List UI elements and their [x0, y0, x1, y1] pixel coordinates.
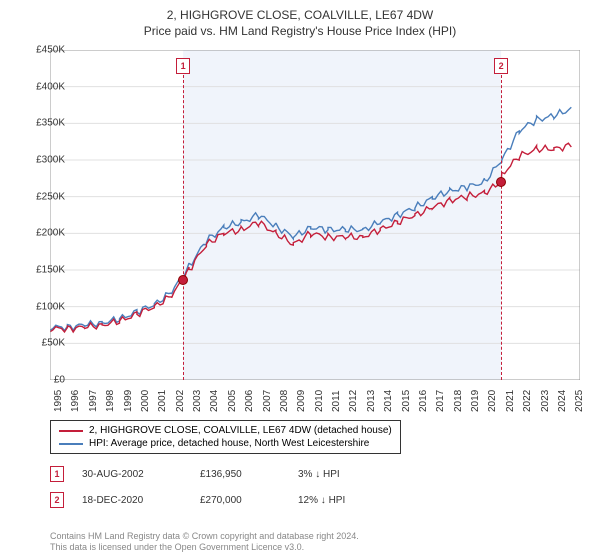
y-tick-label: £250K	[25, 191, 65, 202]
x-tick-label: 1996	[70, 390, 81, 412]
x-tick-label: 2001	[157, 390, 168, 412]
x-tick-label: 2003	[192, 390, 203, 412]
x-tick-label: 2002	[175, 390, 186, 412]
x-tick-label: 2017	[435, 390, 446, 412]
y-tick-label: £300K	[25, 155, 65, 166]
footer-line: This data is licensed under the Open Gov…	[50, 542, 359, 554]
x-tick-label: 2025	[574, 390, 585, 412]
legend-item: 2, HIGHGROVE CLOSE, COALVILLE, LE67 4DW …	[59, 424, 392, 437]
marker-dot-icon	[178, 275, 188, 285]
y-tick-label: £50K	[25, 338, 65, 349]
y-tick-label: £150K	[25, 265, 65, 276]
legend-item: HPI: Average price, detached house, Nort…	[59, 437, 392, 450]
footer-line: Contains HM Land Registry data © Crown c…	[50, 531, 359, 543]
x-tick-label: 2024	[557, 390, 568, 412]
x-tick-label: 2009	[296, 390, 307, 412]
x-tick-label: 1999	[123, 390, 134, 412]
marker-number-box: 1	[176, 58, 190, 74]
marker-dashed-line	[501, 75, 502, 380]
legend-swatch	[59, 443, 83, 445]
x-tick-label: 2004	[209, 390, 220, 412]
x-tick-label: 2011	[331, 390, 342, 412]
x-tick-label: 2023	[540, 390, 551, 412]
legend-swatch	[59, 430, 83, 432]
sale-price: £270,000	[200, 495, 280, 506]
x-tick-label: 2014	[383, 390, 394, 412]
y-tick-label: £450K	[25, 45, 65, 56]
sale-date: 18-DEC-2020	[82, 495, 182, 506]
title-address: 2, HIGHGROVE CLOSE, COALVILLE, LE67 4DW	[0, 0, 600, 22]
y-tick-label: £350K	[25, 118, 65, 129]
x-tick-label: 2010	[314, 390, 325, 412]
marker-number-box: 2	[494, 58, 508, 74]
x-tick-label: 2019	[470, 390, 481, 412]
footer-attribution: Contains HM Land Registry data © Crown c…	[50, 531, 359, 554]
x-tick-label: 1997	[88, 390, 99, 412]
sale-price: £136,950	[200, 469, 280, 480]
marker-dashed-line	[183, 75, 184, 380]
x-tick-label: 2012	[348, 390, 359, 412]
x-tick-label: 1995	[53, 390, 64, 412]
y-tick-label: £100K	[25, 301, 65, 312]
x-tick-label: 2022	[522, 390, 533, 412]
x-tick-label: 2008	[279, 390, 290, 412]
x-tick-label: 1998	[105, 390, 116, 412]
title-subtitle: Price paid vs. HM Land Registry's House …	[0, 22, 600, 38]
x-tick-label: 2016	[418, 390, 429, 412]
y-tick-label: £0	[25, 375, 65, 386]
x-tick-label: 2006	[244, 390, 255, 412]
sale-diff: 3% ↓ HPI	[298, 469, 398, 480]
x-tick-label: 2007	[262, 390, 273, 412]
legend-label: 2, HIGHGROVE CLOSE, COALVILLE, LE67 4DW …	[89, 425, 392, 436]
x-tick-label: 2005	[227, 390, 238, 412]
sale-row: 1 30-AUG-2002 £136,950 3% ↓ HPI	[50, 466, 398, 482]
legend: 2, HIGHGROVE CLOSE, COALVILLE, LE67 4DW …	[50, 420, 401, 454]
sale-row: 2 18-DEC-2020 £270,000 12% ↓ HPI	[50, 492, 398, 508]
x-tick-label: 2021	[505, 390, 516, 412]
chart-container: 2, HIGHGROVE CLOSE, COALVILLE, LE67 4DW …	[0, 0, 600, 560]
marker-dot-icon	[496, 177, 506, 187]
sale-date: 30-AUG-2002	[82, 469, 182, 480]
x-tick-label: 2020	[487, 390, 498, 412]
y-tick-label: £200K	[25, 228, 65, 239]
x-tick-label: 2013	[366, 390, 377, 412]
x-tick-label: 2000	[140, 390, 151, 412]
x-tick-label: 2018	[453, 390, 464, 412]
sale-diff: 12% ↓ HPI	[298, 495, 398, 506]
sale-marker-icon: 2	[50, 492, 64, 508]
legend-label: HPI: Average price, detached house, Nort…	[89, 438, 369, 449]
sale-marker-icon: 1	[50, 466, 64, 482]
y-tick-label: £400K	[25, 81, 65, 92]
x-tick-label: 2015	[401, 390, 412, 412]
